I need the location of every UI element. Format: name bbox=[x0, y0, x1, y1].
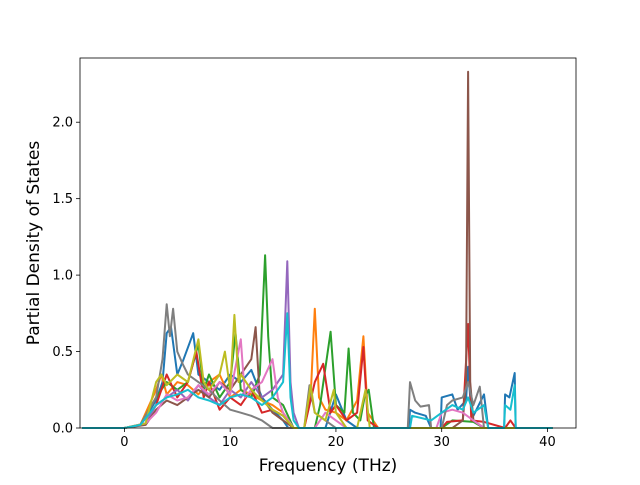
x-tick-label: 20 bbox=[328, 435, 345, 450]
x-axis-label: Frequency (THz) bbox=[259, 456, 398, 476]
x-tick-label: 40 bbox=[539, 435, 556, 450]
x-tick-label: 30 bbox=[433, 435, 450, 450]
y-tick-label: 0.0 bbox=[52, 422, 73, 437]
series-layer bbox=[82, 70, 553, 429]
y-tick-label: 1.0 bbox=[52, 269, 73, 284]
x-tick-label: 0 bbox=[120, 435, 128, 450]
series-line-9 bbox=[82, 313, 553, 429]
y-tick-label: 2.0 bbox=[52, 116, 73, 131]
y-axis-label: Partial Density of States bbox=[24, 141, 44, 346]
y-tick-label: 0.5 bbox=[52, 345, 73, 360]
series-line-2 bbox=[82, 307, 553, 429]
plot-frame bbox=[79, 57, 577, 429]
y-tick-label: 1.5 bbox=[52, 192, 73, 207]
x-tick-label: 10 bbox=[222, 435, 239, 450]
y-ticks: 0.0 0.5 1.0 1.5 2.0 bbox=[52, 116, 80, 437]
x-ticks: 0 10 20 30 40 bbox=[120, 428, 556, 450]
series-line-6 bbox=[82, 70, 553, 429]
